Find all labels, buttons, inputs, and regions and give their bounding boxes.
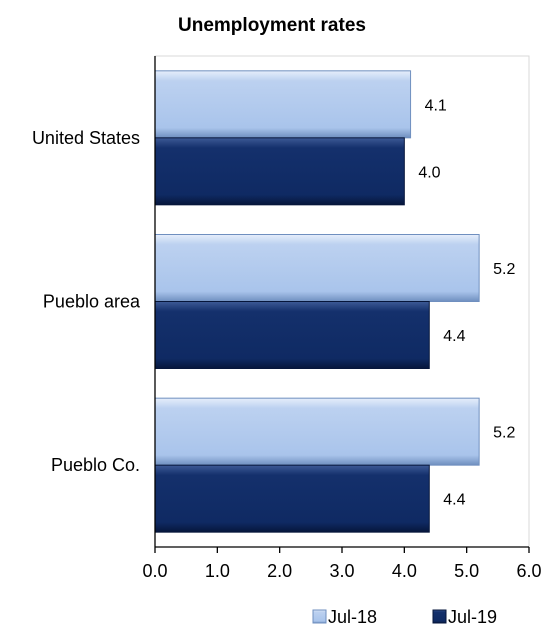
legend-label-jul-18: Jul-18 xyxy=(328,607,377,627)
bar-jul-18-united-states xyxy=(154,70,412,139)
bar-jul-18-pueblo-area xyxy=(154,234,480,302)
data-label-jul-19-pueblo-area: 4.4 xyxy=(443,328,465,345)
x-tick-label: 3.0 xyxy=(329,561,354,581)
legend-swatch-jul-19 xyxy=(432,609,447,624)
bar-jul-19-pueblo-co xyxy=(154,464,430,533)
data-label-jul-19-united-states: 4.0 xyxy=(418,164,440,181)
bar-jul-19-united-states xyxy=(154,137,405,206)
bar-jul-18-pueblo-co xyxy=(154,397,480,466)
data-label-jul-19-pueblo-co: 4.4 xyxy=(443,492,465,509)
x-tick-label: 6.0 xyxy=(516,561,541,581)
category-label-united-states: United States xyxy=(32,128,140,148)
legend-label-jul-19: Jul-19 xyxy=(448,607,497,627)
x-tick-label: 1.0 xyxy=(205,561,230,581)
x-tick-label: 4.0 xyxy=(392,561,417,581)
legend-swatch-jul-18 xyxy=(312,609,327,624)
x-tick-label: 0.0 xyxy=(142,561,167,581)
x-tick-label: 5.0 xyxy=(454,561,479,581)
category-label-pueblo-co: Pueblo Co. xyxy=(51,455,140,475)
category-label-pueblo-area: Pueblo area xyxy=(43,292,141,312)
x-tick-label: 2.0 xyxy=(267,561,292,581)
data-label-jul-18-pueblo-co: 5.2 xyxy=(493,425,515,442)
data-label-jul-18-pueblo-area: 5.2 xyxy=(493,261,515,278)
bar-jul-19-pueblo-area xyxy=(154,301,430,369)
chart-title: Unemployment rates xyxy=(178,15,366,36)
data-label-jul-18-united-states: 4.1 xyxy=(425,97,447,114)
